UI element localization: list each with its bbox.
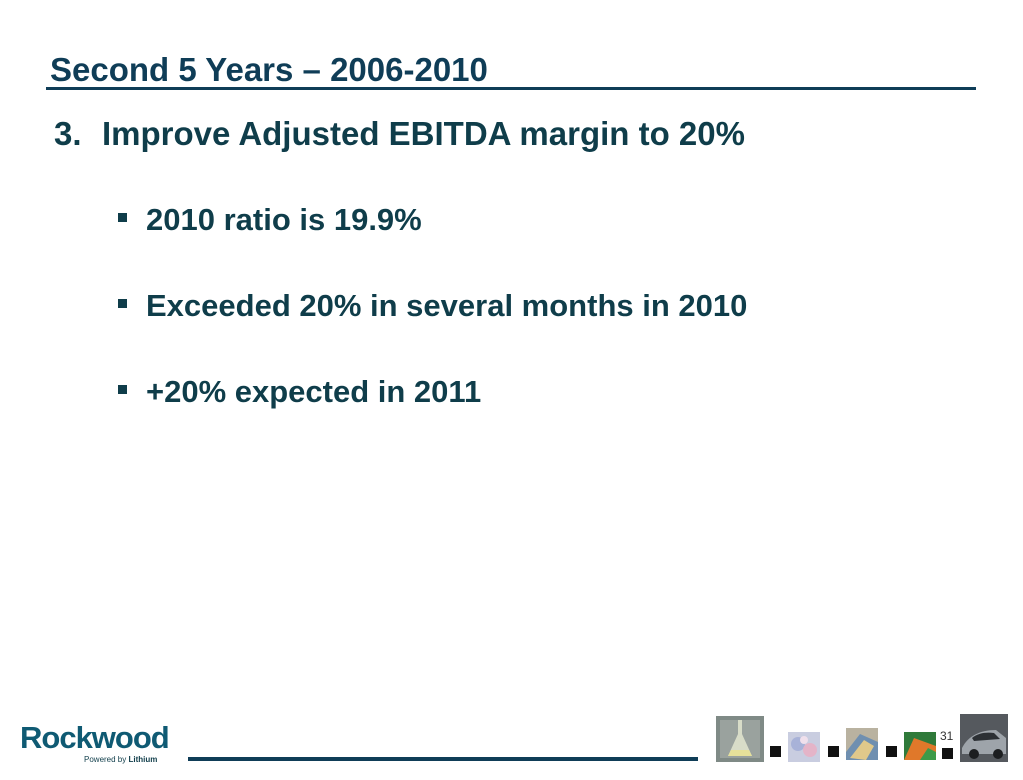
bullet-item: +20% expected in 2011	[118, 370, 747, 456]
separator-square-icon	[886, 746, 897, 757]
tagline-bold: Lithium	[128, 755, 158, 764]
tagline-prefix: Powered by	[84, 755, 127, 764]
flask-photo-icon	[716, 716, 764, 762]
point-text: Improve Adjusted EBITDA margin to 20%	[102, 115, 745, 152]
bullet-text: 2010 ratio is 19.9%	[146, 202, 422, 237]
footer-thumbnails	[716, 714, 1016, 774]
slide-title: Second 5 Years – 2006-2010	[50, 51, 488, 88]
paint-photo-icon	[904, 732, 936, 760]
separator-square-icon	[770, 746, 781, 757]
separator-square-icon	[942, 748, 953, 759]
page-number: 31	[940, 729, 954, 743]
bullet-item: 2010 ratio is 19.9%	[118, 198, 747, 284]
bullet-text: +20% expected in 2011	[146, 374, 482, 409]
footer-rule	[188, 757, 698, 761]
rockwood-logo: Rockwood Powered by Lithium	[20, 720, 170, 765]
bullet-list: 2010 ratio is 19.9% Exceeded 20% in seve…	[118, 198, 747, 456]
bullet-item: Exceeded 20% in several months in 2010	[118, 284, 747, 370]
point-number: 3.	[54, 115, 82, 152]
bullet-square-icon	[118, 385, 127, 394]
car-photo-icon	[960, 714, 1008, 762]
bullet-text: Exceeded 20% in several months in 2010	[146, 288, 748, 323]
flowers-photo-icon	[788, 732, 820, 762]
separator-square-icon	[828, 746, 839, 757]
logo-tagline: Powered by Lithium	[84, 755, 157, 764]
numbered-point: 3. Improve Adjusted EBITDA margin to 20%	[54, 114, 745, 154]
logo-wordmark: Rockwood	[20, 720, 170, 755]
fabric-photo-icon	[846, 728, 878, 760]
bullet-square-icon	[118, 299, 127, 308]
title-underline	[46, 87, 976, 90]
bullet-square-icon	[118, 213, 127, 222]
